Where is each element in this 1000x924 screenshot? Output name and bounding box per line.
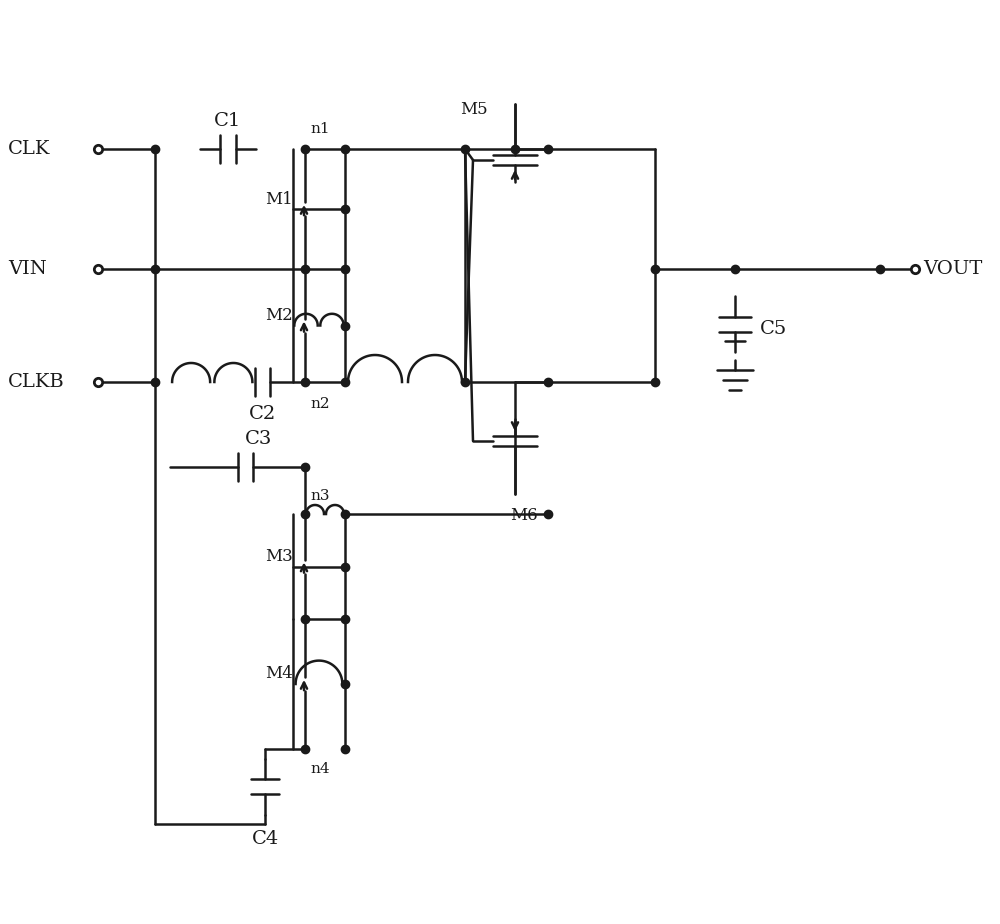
- Text: CLKB: CLKB: [8, 373, 65, 391]
- Text: n3: n3: [310, 489, 329, 503]
- Text: VOUT: VOUT: [923, 260, 982, 278]
- Text: M4: M4: [265, 665, 293, 683]
- Text: M3: M3: [265, 548, 293, 565]
- Text: C2: C2: [248, 405, 276, 423]
- Text: M1: M1: [265, 190, 293, 208]
- Text: n2: n2: [310, 397, 330, 411]
- Text: C5: C5: [760, 320, 787, 338]
- Text: M6: M6: [510, 507, 538, 525]
- Text: M5: M5: [460, 101, 488, 117]
- Text: n4: n4: [310, 762, 330, 776]
- Text: M2: M2: [265, 307, 293, 324]
- Text: C4: C4: [251, 830, 279, 847]
- Text: C1: C1: [214, 112, 242, 130]
- Text: C3: C3: [245, 430, 272, 448]
- Text: VIN: VIN: [8, 260, 47, 278]
- Text: n1: n1: [310, 122, 330, 136]
- Text: CLK: CLK: [8, 140, 50, 158]
